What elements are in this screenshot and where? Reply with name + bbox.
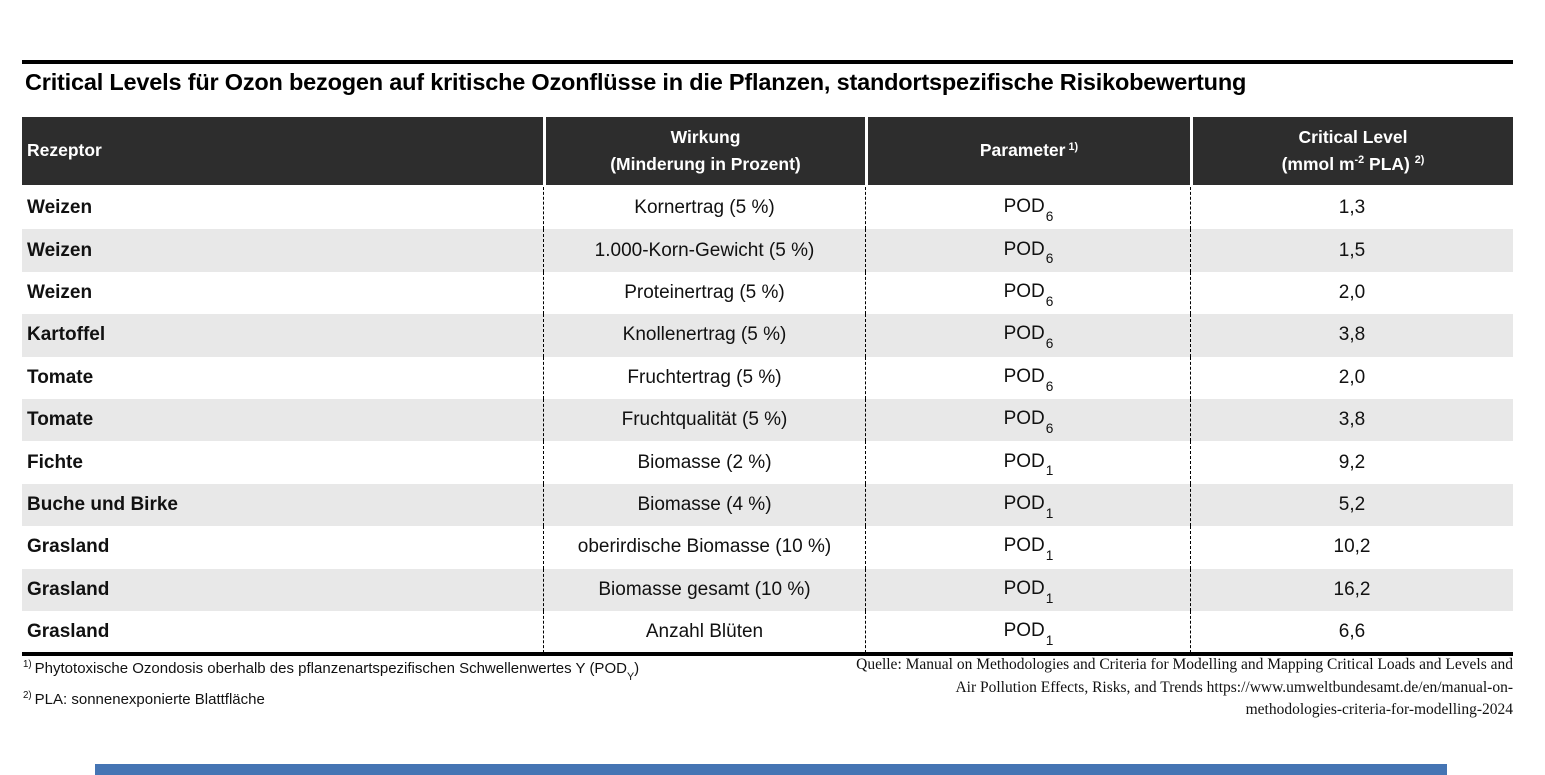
pod-label: POD1	[1003, 620, 1054, 648]
cell-critical-level: 16,2	[1190, 568, 1513, 611]
bottom-rule	[22, 652, 1513, 656]
cell-critical-level: 2,0	[1190, 356, 1513, 399]
header-critical-level-line1: Critical Level	[1298, 126, 1408, 147]
header-critical-level-line2: (mmol m-2 PLA) 2)	[1281, 154, 1425, 174]
footnotes-block: 1) Phytotoxische Ozondosis oberhalb des p…	[23, 659, 723, 718]
cell-critical-level: 1,5	[1190, 229, 1513, 272]
header-wirkung: Wirkung (Minderung in Prozent)	[546, 117, 865, 185]
footer-accent-bar	[95, 764, 1447, 775]
cell-rezeptor: Kartoffel	[27, 324, 106, 346]
header-rezeptor: Rezeptor	[22, 117, 543, 185]
cell-critical-level: 10,2	[1190, 526, 1513, 569]
cell-critical-level: 3,8	[1190, 314, 1513, 357]
pod-label: POD6	[1003, 323, 1054, 352]
footnote-2: 2) PLA: sonnenexponierte Blattfläche	[23, 689, 265, 708]
table-row: Fichte Biomasse (2 %) POD1 9,2	[22, 441, 1513, 484]
cell-parameter: POD1	[865, 568, 1190, 611]
cell-critical-level: 1,3	[1190, 187, 1513, 230]
table-row: Kartoffel Knollenertrag (5 %) POD6 3,8	[22, 314, 1513, 357]
footnote-ref-2: 2)	[1414, 154, 1425, 167]
cell-rezeptor: Grasland	[27, 536, 110, 558]
cell-rezeptor: Weizen	[27, 239, 93, 261]
table-row: Buche und Birke Biomasse (4 %) POD1 5,2	[22, 483, 1513, 527]
header-parameter: Parameter 1)	[868, 117, 1190, 185]
cell-wirkung: Kornertrag (5 %)	[543, 187, 865, 230]
cell-parameter: POD1	[865, 483, 1190, 527]
cell-rezeptor: Weizen	[27, 197, 93, 219]
cell-parameter: POD6	[865, 229, 1190, 272]
header-critical-level: Critical Level (mmol m-2 PLA) 2)	[1193, 117, 1513, 185]
cell-rezeptor: Buche und Birke	[27, 493, 178, 515]
table-row: Tomate Fruchtqualität (5 %) POD6 3,8	[22, 398, 1513, 442]
pod-label: POD6	[1003, 238, 1054, 267]
cell-wirkung: Knollenertrag (5 %)	[543, 314, 865, 357]
table-row: Weizen 1.000-Korn-Gewicht (5 %) POD6 1,5	[22, 229, 1513, 272]
cell-parameter: POD6	[865, 356, 1190, 399]
cell-wirkung: Fruchtqualität (5 %)	[543, 398, 865, 442]
header-wirkung-line2: (Minderung in Prozent)	[610, 154, 801, 174]
pod-label: POD6	[1003, 196, 1054, 225]
cell-wirkung: Fruchtertrag (5 %)	[543, 356, 865, 399]
cell-wirkung: 1.000-Korn-Gewicht (5 %)	[543, 229, 865, 272]
pod-label: POD1	[1003, 450, 1054, 479]
cell-critical-level: 9,2	[1190, 441, 1513, 484]
cell-critical-level: 3,8	[1190, 398, 1513, 442]
source-line-2: Air Pollution Effects, Risks, and Trends…	[955, 678, 1513, 696]
cell-rezeptor: Grasland	[27, 621, 110, 643]
cell-parameter: POD1	[865, 610, 1190, 654]
table-row: Grasland oberirdische Biomasse (10 %) PO…	[22, 526, 1513, 569]
table-row: Grasland Anzahl Blüten POD1 6,6	[22, 610, 1513, 654]
cell-critical-level: 2,0	[1190, 271, 1513, 315]
pod-label: POD6	[1003, 408, 1054, 437]
cell-critical-level: 6,6	[1190, 610, 1513, 654]
cell-critical-level: 5,2	[1190, 483, 1513, 527]
table-body: Weizen Kornertrag (5 %) POD6 1,3 Weizen …	[22, 187, 1513, 654]
pod-label: POD1	[1003, 535, 1054, 564]
table-row: Weizen Kornertrag (5 %) POD6 1,3	[22, 187, 1513, 230]
cell-rezeptor: Weizen	[27, 281, 93, 303]
cell-wirkung: Biomasse (2 %)	[543, 441, 865, 484]
source-line-1: Quelle: Manual on Methodologies and Crit…	[856, 656, 1513, 673]
source-line-3: methodologies-criteria-for-modelling-202…	[1245, 701, 1513, 718]
table-header-row: Rezeptor Wirkung (Minderung in Prozent) …	[22, 117, 1513, 185]
cell-wirkung: Biomasse gesamt (10 %)	[543, 568, 865, 611]
cell-parameter: POD1	[865, 441, 1190, 484]
figure-title: Critical Levels für Ozon bezogen auf kri…	[25, 69, 1247, 95]
table-row: Weizen Proteinertrag (5 %) POD6 2,0	[22, 271, 1513, 315]
pod-label: POD6	[1003, 281, 1054, 309]
pod-label: POD1	[1003, 577, 1054, 606]
cell-parameter: POD6	[865, 314, 1190, 357]
header-parameter-label: Parameter 1)	[979, 140, 1079, 161]
cell-wirkung: Proteinertrag (5 %)	[543, 271, 865, 315]
cell-parameter: POD6	[865, 187, 1190, 230]
top-rule	[22, 60, 1513, 64]
footnote-ref-1: 1)	[1068, 140, 1079, 153]
exponent-minus-2: -2	[1354, 154, 1365, 167]
pod-label: POD6	[1003, 365, 1054, 394]
cell-wirkung: Biomasse (4 %)	[543, 483, 865, 527]
table-row: Tomate Fruchtertrag (5 %) POD6 2,0	[22, 356, 1513, 399]
cell-rezeptor: Fichte	[27, 451, 83, 473]
footnote-1: 1) Phytotoxische Ozondosis oberhalb des p…	[23, 659, 640, 683]
cell-parameter: POD1	[865, 526, 1190, 569]
cell-wirkung: Anzahl Blüten	[543, 610, 865, 654]
table-row: Grasland Biomasse gesamt (10 %) POD1 16,…	[22, 568, 1513, 611]
cell-parameter: POD6	[865, 271, 1190, 315]
header-wirkung-line1: Wirkung	[670, 126, 741, 147]
cell-rezeptor: Tomate	[27, 409, 94, 431]
cell-parameter: POD6	[865, 398, 1190, 442]
cell-rezeptor: Tomate	[27, 366, 94, 388]
cell-wirkung: oberirdische Biomasse (10 %)	[543, 526, 865, 569]
header-rezeptor-label: Rezeptor	[27, 140, 102, 161]
pod-label: POD1	[1003, 493, 1054, 521]
pod-y-subscript: Y	[626, 671, 635, 683]
source-attribution: Quelle: Manual on Methodologies and Crit…	[833, 654, 1513, 722]
cell-rezeptor: Grasland	[27, 578, 110, 600]
